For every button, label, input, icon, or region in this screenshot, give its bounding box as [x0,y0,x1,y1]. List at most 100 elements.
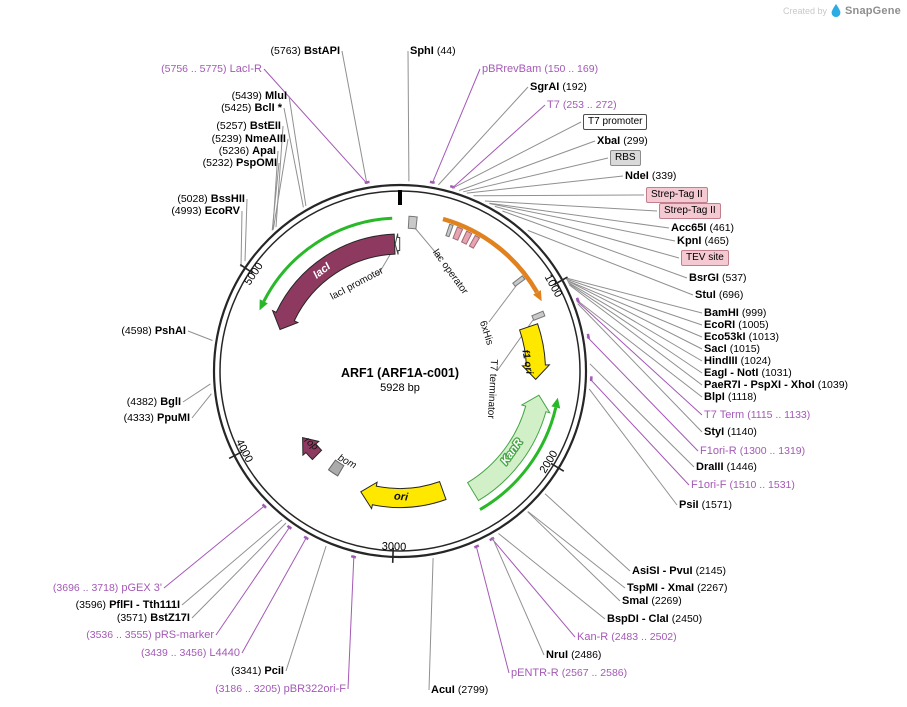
feature-insert-transcript-arc[interactable] [442,216,539,294]
site-label-pshai[interactable]: (4598) PshAI [121,323,186,339]
feature-kanr[interactable] [466,394,551,502]
feature-insert-transcript-arc-head [533,290,542,302]
site-label-nmeaiii[interactable]: (5239) NmeAIII [212,131,286,147]
site-label-blpi[interactable]: BlpI (1118) [704,389,757,405]
primer-label-pbrrevbam[interactable]: pBRrevBam (150 .. 169) [482,61,598,77]
label-position: (4382) [126,396,158,408]
primer-label-pgex-3[interactable]: (3696 .. 3718) pGEX 3' [53,580,162,596]
primer-label-kan-r[interactable]: Kan-R (2483 .. 2502) [577,629,677,645]
label-name: AcuI [431,684,455,696]
scale-tick-3000 [391,547,394,563]
leader-line-pcii [285,545,327,672]
label-position: (192) [562,81,587,93]
label-position: (1005) [738,319,769,331]
site-label-bsshii[interactable]: (5028) BssHII [177,191,245,207]
leader-line-bstapi [341,50,368,184]
site-label-ecorv[interactable]: (4993) EcoRV [171,203,240,219]
site-label-paer7i-pspxi-xhoi[interactable]: PaeR7I - PspXI - XhoI (1039) [704,377,848,393]
site-label-sphi[interactable]: SphI (44) [410,43,456,59]
feature-t7-terminator[interactable] [531,310,546,321]
primer-label-laci-r[interactable]: (5756 .. 5775) LacI-R [161,61,262,77]
leader-line-stui [527,229,694,296]
feature-tag-text: RBS [615,152,636,163]
feature-tag-rbs[interactable]: RBS [610,150,641,166]
site-label-pcii[interactable]: (3341) PciI [231,663,284,679]
site-label-bcli[interactable]: (5425) BclI * [221,100,282,116]
site-label-smai[interactable]: SmaI (2269) [622,593,682,609]
site-label-apai[interactable]: (5236) ApaI [219,143,276,159]
site-label-bstapi[interactable]: (5763) BstAPI [271,43,340,59]
feature-bom[interactable] [327,459,345,477]
scale-tick-5000 [239,263,254,274]
feature-rop[interactable] [302,436,323,461]
site-label-nrui[interactable]: NruI (2486) [546,647,601,663]
label-name: DraIII [696,461,724,473]
primer-label-f1ori-r[interactable]: F1ori-R (1300 .. 1319) [700,443,805,459]
site-label-stui[interactable]: StuI (696) [695,287,743,303]
primer-label-pbr322ori-f[interactable]: (3186 .. 3205) pBR322ori-F [215,681,346,697]
site-label-acc65i[interactable]: Acc65I (461) [671,220,734,236]
site-label-bstz17i[interactable]: (3571) BstZ17I [117,610,190,626]
primer-label-pentr-r[interactable]: pENTR-R (2567 .. 2586) [511,665,627,681]
site-label-xbai[interactable]: XbaI (299) [597,133,648,149]
site-label-hindiii[interactable]: HindIII (1024) [704,353,771,369]
site-label-bamhi[interactable]: BamHI (999) [704,305,766,321]
site-label-eco53ki[interactable]: Eco53kI (1013) [704,329,779,345]
feature-strep-tag-ii-1[interactable] [452,226,464,241]
feature-f1-ori[interactable] [518,323,551,381]
site-label-bsteii[interactable]: (5257) BstEII [216,118,281,134]
site-label-ndei[interactable]: NdeI (339) [625,168,676,184]
primer-label-t7-term[interactable]: T7 Term (1115 .. 1133) [704,407,810,423]
site-label-pspomi[interactable]: (5232) PspOMI [203,155,277,171]
primer-range-mark-pbrrevbam [429,180,435,184]
label-position: (5439) [231,90,262,102]
site-label-kpni[interactable]: KpnI (465) [677,233,729,249]
leader-line-blpi [575,299,703,398]
site-label-draiii[interactable]: DraIII (1446) [696,459,757,475]
label-name: LacI-R [229,63,262,75]
feature-tev-site[interactable] [468,234,481,249]
label-name: NdeI [625,170,649,182]
site-label-asisi-pvui[interactable]: AsiSI - PvuI (2145) [632,563,726,579]
site-label-bgli[interactable]: (4382) BglI [127,394,181,410]
feature-tag-t7-promoter[interactable]: T7 promoter [583,114,648,130]
primer-label-t7[interactable]: T7 (253 .. 272) [547,97,617,113]
site-label-psii[interactable]: PsiI (1571) [679,497,732,513]
feature-6xhis[interactable] [512,275,526,287]
site-label-bspdi-clai[interactable]: BspDI - ClaI (2450) [607,611,702,627]
site-label-saci[interactable]: SacI (1015) [704,341,760,357]
label-position: (1039) [817,379,849,391]
feature-laci-promoter[interactable] [394,233,401,255]
leader-line-pentr-r [475,545,510,674]
feature-strep-tag-ii-2[interactable] [460,230,473,245]
feature-tag-tev-site[interactable]: TEV site [681,250,729,266]
site-label-mlui[interactable]: (5439) MluI [232,88,287,104]
feature-orf-laci-arc[interactable] [262,216,393,303]
primer-range-mark-t7-term [575,297,580,303]
label-position: (2269) [651,595,682,607]
site-label-pflfi-tth111i[interactable]: (3596) PflFI - Tth111I [76,597,180,613]
site-label-bsrgi[interactable]: BsrGI (537) [689,270,747,286]
site-label-eagi-noti[interactable]: EagI - NotI (1031) [704,365,792,381]
feature-orf-kanr-arc[interactable] [479,407,558,511]
feature-rbs[interactable] [445,223,454,238]
label-position: (461) [709,222,735,234]
feature-laci[interactable] [271,233,396,331]
primer-label-f1ori-f[interactable]: F1ori-F (1510 .. 1531) [691,477,795,493]
site-label-tspmi-xmai[interactable]: TspMI - XmaI (2267) [627,580,727,596]
site-label-ppumi[interactable]: (4333) PpuMI [124,410,190,426]
feature-lac-operator[interactable] [407,215,418,230]
leader-line-nrui [491,536,545,656]
feature-ori[interactable] [360,480,447,510]
feature-tag-strep-tag-ii[interactable]: Strep-Tag II [659,203,721,219]
label-position: (3571) [116,612,148,624]
site-label-sgrai[interactable]: SgrAI (192) [530,79,587,95]
site-label-styi[interactable]: StyI (1140) [704,424,757,440]
primer-label-l4440[interactable]: (3439 .. 3456) L4440 [141,645,240,661]
site-label-ecori[interactable]: EcoRI (1005) [704,317,769,333]
site-label-acui[interactable]: AcuI (2799) [431,682,488,698]
label-name: PflFI - Tth111I [109,599,180,611]
label-position: (1115 .. 1133) [747,409,811,421]
feature-tag-strep-tag-ii[interactable]: Strep-Tag II [646,187,708,203]
primer-label-prs-marker[interactable]: (3536 .. 3555) pRS-marker [86,627,214,643]
